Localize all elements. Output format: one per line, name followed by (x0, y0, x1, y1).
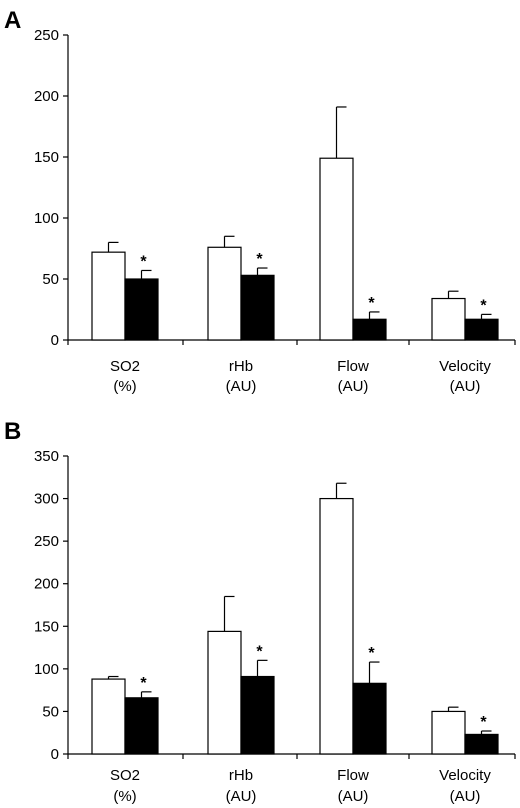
category-label-b: rHb (229, 767, 253, 784)
significance-marker-b: * (368, 645, 375, 662)
significance-marker-a: * (256, 251, 263, 268)
significance-marker-a: * (368, 295, 375, 312)
category-label-b: SO2 (110, 767, 140, 784)
y-tick-label-a: 200 (34, 88, 59, 105)
category-label-b: Velocity (439, 767, 491, 784)
y-tick-label-a: 100 (34, 210, 59, 227)
chart-panel-a: A 0 50 100 150 200 250 * SO2 (%) * rHb (AU) * Flow (AU)… (4, 7, 516, 395)
bar-b-3-0 (431, 710, 466, 755)
category-unit-label-b: (%) (113, 788, 136, 805)
bar-a-3-1 (464, 318, 499, 341)
chart-panel-b: B 0 50 100 150 200 250 300 350 * SO2 (%) * rHb (AU) * Fl… (0, 404, 520, 808)
y-tick-label-b: 50 (42, 703, 59, 720)
category-unit-label-a: (AU) (450, 378, 481, 395)
category-label-a: SO2 (110, 358, 140, 375)
bar-b-1-0 (207, 630, 242, 755)
significance-marker-a: * (140, 253, 147, 270)
y-tick-label-a: 150 (34, 149, 59, 166)
category-unit-label-b: (AU) (226, 788, 257, 805)
category-unit-label-a: (AU) (338, 378, 369, 395)
y-tick-label-b: 150 (34, 618, 59, 635)
category-unit-label-b: (AU) (450, 788, 481, 805)
y-tick-label-b: 300 (34, 491, 59, 508)
y-tick-label-b: 250 (34, 533, 59, 550)
y-tick-label-b: 350 (34, 448, 59, 465)
y-tick-label-b: 0 (51, 746, 59, 763)
category-unit-label-a: (AU) (226, 378, 257, 395)
category-label-a: rHb (229, 358, 253, 375)
category-label-a: Flow (337, 358, 369, 375)
significance-marker-b: * (140, 675, 147, 692)
panel-label-a: A (4, 7, 21, 34)
bar-a-0-0 (91, 251, 126, 341)
chart-a-svg: A 0 50 100 150 200 250 * SO2 (%) * rHb (AU) * Flow (AU)… (4, 7, 516, 395)
category-unit-label-b: (AU) (338, 788, 369, 805)
bar-b-2-0 (319, 497, 354, 755)
significance-marker-b: * (480, 714, 487, 731)
y-tick-label-a: 250 (34, 27, 59, 44)
y-tick-label-a: 0 (51, 332, 59, 349)
bar-a-2-0 (319, 157, 354, 341)
bar-a-1-0 (207, 246, 242, 341)
significance-marker-a: * (480, 297, 487, 314)
category-unit-label-a: (%) (113, 378, 136, 395)
bar-b-3-1 (464, 733, 499, 755)
bar-a-2-1 (352, 318, 387, 341)
significance-marker-b: * (256, 643, 263, 660)
y-tick-label-a: 50 (42, 271, 59, 288)
bar-a-1-1 (240, 274, 275, 341)
bar-b-0-1 (124, 697, 159, 755)
y-tick-label-b: 200 (34, 576, 59, 593)
bar-b-0-0 (91, 678, 126, 755)
chart-b-svg: B 0 50 100 150 200 250 300 350 * SO2 (%) * rHb (AU) * Fl… (4, 418, 516, 805)
bar-b-1-1 (240, 675, 275, 755)
bar-a-0-1 (124, 278, 159, 341)
category-label-b: Flow (337, 767, 369, 784)
bar-a-3-0 (431, 297, 466, 341)
bar-b-2-1 (352, 682, 387, 755)
category-label-a: Velocity (439, 358, 491, 375)
panel-label-b: B (4, 418, 21, 445)
y-tick-label-b: 100 (34, 661, 59, 678)
